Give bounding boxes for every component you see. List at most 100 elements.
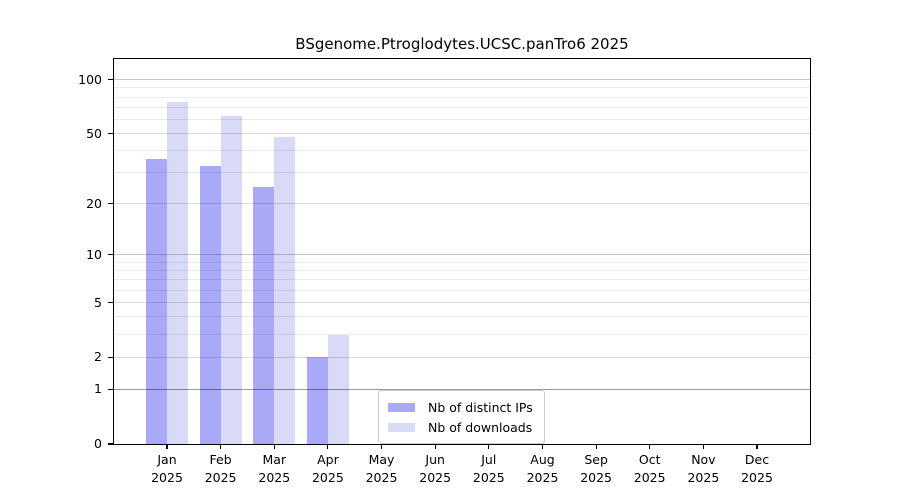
y-tick-label: 100 bbox=[78, 71, 102, 87]
y-tick-mark bbox=[108, 356, 113, 358]
legend-swatch bbox=[388, 422, 415, 432]
gridline bbox=[114, 388, 810, 390]
x-tick-month: Dec bbox=[744, 452, 770, 467]
x-tick-month: Aug bbox=[530, 452, 555, 467]
y-tick-label: 2 bbox=[94, 349, 102, 365]
bar-distinct-ips-jan bbox=[146, 158, 167, 444]
y-tick-mark bbox=[108, 443, 113, 445]
bar-downloads-apr bbox=[327, 334, 349, 444]
y-tick-label: 1 bbox=[94, 381, 102, 397]
x-tick-month: Jun bbox=[425, 452, 445, 467]
x-tick-label: Jul 2025 bbox=[447, 451, 531, 487]
legend-swatch bbox=[388, 402, 415, 412]
gridline bbox=[114, 261, 810, 263]
x-tick-label: Jun 2025 bbox=[393, 451, 477, 487]
x-tick-mark bbox=[434, 444, 436, 449]
x-tick-year: 2025 bbox=[741, 470, 773, 485]
x-tick-year: 2025 bbox=[580, 470, 612, 485]
x-tick-month: May bbox=[368, 452, 395, 467]
bar-distinct-ips-mar bbox=[253, 186, 275, 444]
y-tick-label: 10 bbox=[86, 246, 102, 262]
x-tick-year: 2025 bbox=[204, 470, 237, 485]
x-tick-year: 2025 bbox=[151, 470, 183, 485]
x-tick-label: Feb 2025 bbox=[179, 451, 263, 487]
x-tick-year: 2025 bbox=[311, 470, 344, 485]
x-tick-mark bbox=[327, 444, 329, 449]
x-tick-label: May 2025 bbox=[340, 451, 424, 487]
gridline bbox=[114, 150, 810, 152]
gridline bbox=[114, 254, 810, 256]
y-tick-label: 0 bbox=[94, 436, 102, 451]
x-tick-mark bbox=[220, 444, 222, 449]
legend-item: Nb of downloads bbox=[388, 417, 533, 437]
bar-downloads-feb bbox=[220, 115, 242, 444]
x-tick-mark bbox=[649, 444, 651, 449]
x-tick-mark bbox=[380, 444, 383, 449]
x-tick-year: 2025 bbox=[526, 470, 559, 485]
x-tick-label: Nov 2025 bbox=[661, 451, 745, 487]
gridline bbox=[114, 270, 810, 271]
gridline bbox=[114, 289, 810, 291]
gridline bbox=[114, 334, 810, 335]
y-tick-mark bbox=[108, 388, 113, 390]
y-tick-mark bbox=[108, 254, 113, 256]
plot-area: Nb of distinct IPs Nb of downloads bbox=[113, 58, 811, 445]
x-tick-month: Jan bbox=[157, 452, 177, 467]
y-tick-label: 20 bbox=[86, 195, 102, 211]
x-tick-mark bbox=[595, 444, 597, 449]
gridline bbox=[114, 79, 810, 80]
x-tick-year: 2025 bbox=[633, 470, 666, 485]
x-tick-label: Sep 2025 bbox=[554, 451, 638, 487]
y-tick-mark bbox=[108, 301, 113, 304]
y-tick-mark bbox=[108, 78, 113, 81]
legend-label: Nb of downloads bbox=[428, 419, 533, 435]
legend-item: Nb of distinct IPs bbox=[388, 397, 533, 417]
x-tick-mark bbox=[702, 444, 704, 449]
x-tick-year: 2025 bbox=[472, 470, 505, 485]
x-tick-year: 2025 bbox=[419, 470, 452, 485]
x-tick-year: 2025 bbox=[365, 470, 398, 485]
x-tick-mark bbox=[273, 444, 275, 449]
x-tick-year: 2025 bbox=[258, 470, 291, 485]
x-tick-month: Sep bbox=[584, 452, 608, 467]
x-tick-label: Aug 2025 bbox=[501, 451, 585, 487]
x-tick-label: Jan 2025 bbox=[125, 451, 209, 487]
x-tick-month: Mar bbox=[262, 452, 287, 467]
gridline bbox=[114, 118, 810, 120]
bar-downloads-jan bbox=[167, 102, 188, 444]
x-tick-month: Nov bbox=[691, 452, 716, 467]
gridline bbox=[114, 172, 810, 174]
chart-title: BSgenome.Ptroglodytes.UCSC.panTro6 2025 bbox=[295, 35, 629, 53]
x-tick-mark bbox=[166, 444, 168, 449]
legend-label: Nb of distinct IPs bbox=[428, 399, 533, 415]
x-tick-month: Feb bbox=[209, 452, 232, 467]
bar-distinct-ips-apr bbox=[306, 357, 328, 444]
x-tick-month: Oct bbox=[638, 452, 661, 467]
x-tick-label: Apr 2025 bbox=[286, 451, 370, 487]
x-tick-label: Mar 2025 bbox=[232, 451, 316, 487]
gridline bbox=[114, 106, 810, 108]
gridline bbox=[114, 316, 810, 318]
gridline bbox=[114, 203, 810, 205]
x-tick-label: Dec 2025 bbox=[715, 451, 799, 487]
x-tick-label: Oct 2025 bbox=[608, 451, 692, 487]
gridline bbox=[114, 96, 810, 98]
gridline bbox=[114, 133, 810, 134]
gridline bbox=[114, 302, 810, 303]
x-tick-mark bbox=[541, 444, 544, 449]
x-tick-month: Jul bbox=[481, 452, 497, 467]
bar-distinct-ips-feb bbox=[199, 165, 221, 444]
legend: Nb of distinct IPs Nb of downloads bbox=[378, 390, 545, 444]
x-tick-mark bbox=[756, 444, 758, 449]
y-tick-label: 5 bbox=[94, 294, 102, 310]
x-tick-mark bbox=[488, 444, 490, 449]
x-tick-month: Apr bbox=[317, 452, 339, 467]
y-tick-mark bbox=[108, 203, 113, 205]
gridline bbox=[114, 356, 810, 358]
bar-downloads-mar bbox=[274, 136, 296, 444]
gridline bbox=[114, 279, 810, 281]
y-tick-label: 50 bbox=[86, 125, 102, 141]
y-tick-mark bbox=[108, 132, 113, 135]
gridline bbox=[114, 87, 810, 89]
